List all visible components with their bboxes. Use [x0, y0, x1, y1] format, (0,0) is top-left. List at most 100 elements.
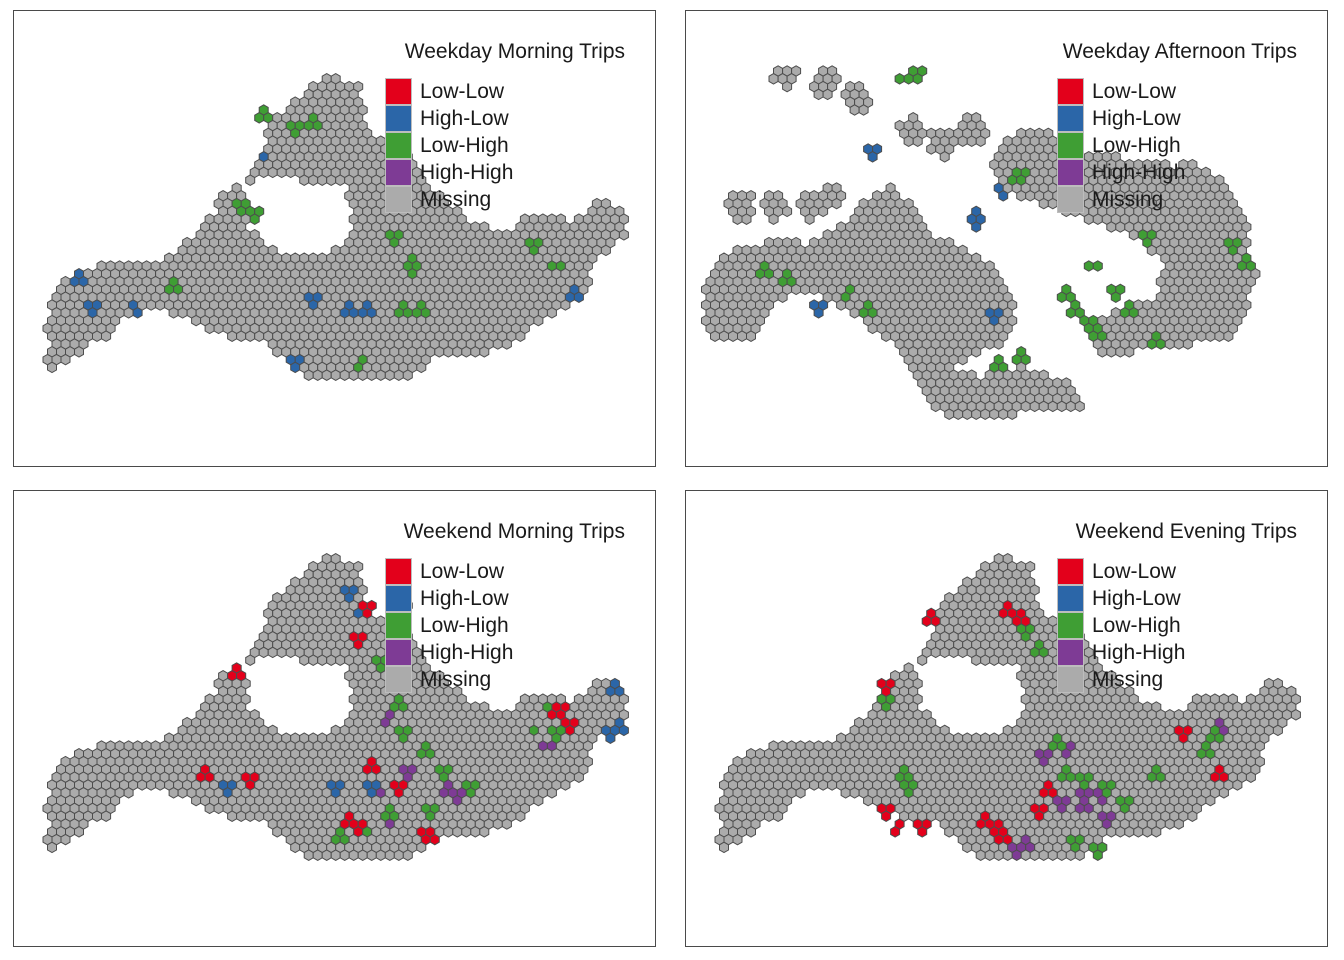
- hex-cell-missing: [822, 88, 833, 101]
- hex-cell-group: [701, 65, 1261, 420]
- hex-cell-missing: [317, 654, 328, 666]
- hex-cell-missing: [1133, 826, 1144, 838]
- hex-cell-missing: [849, 104, 860, 116]
- hex-cell-missing: [501, 818, 512, 830]
- hex-cell-missing: [1164, 338, 1175, 350]
- legend-swatch-high-high: [1057, 639, 1084, 666]
- hex-cell-missing: [917, 654, 928, 666]
- hex-cell-missing: [993, 338, 1004, 350]
- hex-cell-missing: [912, 135, 923, 147]
- legend-swatch-high-high: [1057, 159, 1084, 186]
- hex-cell-missing: [303, 849, 314, 861]
- hex-cell-missing: [957, 135, 968, 147]
- legend-swatch-high-low: [1057, 585, 1084, 612]
- hex-cell-missing: [1164, 818, 1175, 830]
- hex-cell-missing: [1115, 826, 1126, 838]
- hex-cell-missing: [1025, 190, 1036, 202]
- hex-cell-missing: [728, 330, 738, 342]
- hex-cell-low-high: [249, 213, 260, 225]
- hex-cell-missing: [1214, 330, 1225, 342]
- hex-cell-missing: [818, 779, 829, 791]
- hex-cell-missing: [236, 330, 247, 342]
- hex-cell-missing: [1047, 400, 1058, 413]
- hex-cell-missing: [272, 826, 283, 838]
- legend-swatch-low-low: [1057, 558, 1084, 585]
- hex-cell-missing: [276, 646, 287, 659]
- panel-title: Weekend Morning Trips: [403, 520, 625, 543]
- hex-cell-missing: [299, 174, 310, 186]
- hex-cell-missing: [479, 826, 490, 838]
- hex-cell-high-low: [971, 221, 982, 233]
- hex-cell-missing: [546, 787, 557, 799]
- hex-cell-missing: [515, 330, 526, 342]
- hex-cell-missing: [573, 771, 584, 783]
- hex-cell-missing: [1047, 849, 1058, 861]
- hex-cell-missing: [272, 346, 283, 358]
- hex-cell-missing: [146, 779, 157, 791]
- hex-cell-missing: [1020, 400, 1031, 413]
- hex-cell-missing: [533, 794, 544, 807]
- legend-swatch-low-high: [1057, 132, 1084, 159]
- legend-label: Missing: [1092, 188, 1164, 211]
- hex-cell-missing: [957, 353, 968, 366]
- hex-cell-missing: [1083, 213, 1094, 225]
- hex-cell-low-high: [903, 73, 914, 85]
- hex-cell-missing: [434, 346, 445, 358]
- hex-cell-missing: [101, 810, 112, 822]
- legend-swatch-missing: [385, 666, 412, 693]
- hex-cell-missing: [452, 826, 463, 838]
- hex-cell-missing: [746, 826, 756, 838]
- hex-cell-missing: [492, 338, 503, 350]
- hex-cell-missing: [245, 810, 256, 822]
- hex-cell-missing: [335, 174, 346, 186]
- hex-cell-missing: [501, 338, 512, 350]
- hex-cell-missing: [809, 779, 820, 791]
- hexagon-map: [42, 553, 629, 861]
- hex-cell-missing: [984, 338, 995, 350]
- hex-cell-missing: [966, 135, 977, 147]
- hex-cell-missing: [245, 174, 256, 186]
- hex-cell-missing: [1106, 221, 1117, 233]
- hex-cell-missing: [213, 322, 224, 335]
- hex-cell-missing: [74, 826, 84, 838]
- hex-cell-missing: [732, 833, 743, 846]
- hex-cell-missing: [1056, 400, 1067, 413]
- hex-cell-missing: [1205, 330, 1216, 342]
- legend-label: High-Low: [1092, 587, 1181, 610]
- hex-cell-missing: [303, 369, 314, 381]
- hex-cell-missing: [1232, 779, 1243, 791]
- hex-cell-missing: [339, 369, 350, 381]
- hex-cell-missing: [312, 849, 323, 861]
- hex-cell-missing: [746, 330, 756, 342]
- map-panel-weekday-afternoon: Weekday Afternoon Trips Low-Low High-Low…: [685, 10, 1328, 467]
- hex-cell-missing: [74, 346, 84, 358]
- legend-label: High-Low: [420, 587, 509, 610]
- hex-cell-high-low: [290, 361, 301, 374]
- hex-cell-missing: [236, 810, 247, 822]
- legend-label: Missing: [420, 668, 492, 691]
- hex-cell-missing: [930, 400, 941, 413]
- hex-cell-missing: [867, 322, 878, 335]
- legend-swatch-missing: [385, 186, 412, 213]
- hex-cell-missing: [840, 787, 851, 799]
- hex-cell-missing: [267, 166, 278, 179]
- hex-cell-missing: [1245, 771, 1256, 783]
- hex-cell-missing: [339, 849, 350, 861]
- hex-cell-missing: [258, 646, 269, 659]
- hex-cell-missing: [768, 73, 779, 85]
- hex-cell-missing: [299, 654, 310, 666]
- hex-cell-group: [42, 73, 629, 381]
- hex-cell-missing: [461, 826, 472, 838]
- hex-cell-missing: [858, 104, 869, 116]
- hex-cell-missing: [948, 646, 959, 659]
- panel-title: Weekday Afternoon Trips: [1062, 40, 1297, 63]
- hex-cell-missing: [204, 322, 215, 335]
- legend-swatch-high-high: [385, 639, 412, 666]
- legend-label: High-High: [1092, 641, 1186, 664]
- hex-cell-missing: [317, 174, 328, 186]
- hex-cell-missing: [177, 787, 188, 799]
- hex-cell-missing: [719, 330, 729, 342]
- hex-cell-high-low: [998, 190, 1009, 202]
- legend-label: High-High: [420, 641, 514, 664]
- hex-cell-low-high: [1092, 260, 1103, 272]
